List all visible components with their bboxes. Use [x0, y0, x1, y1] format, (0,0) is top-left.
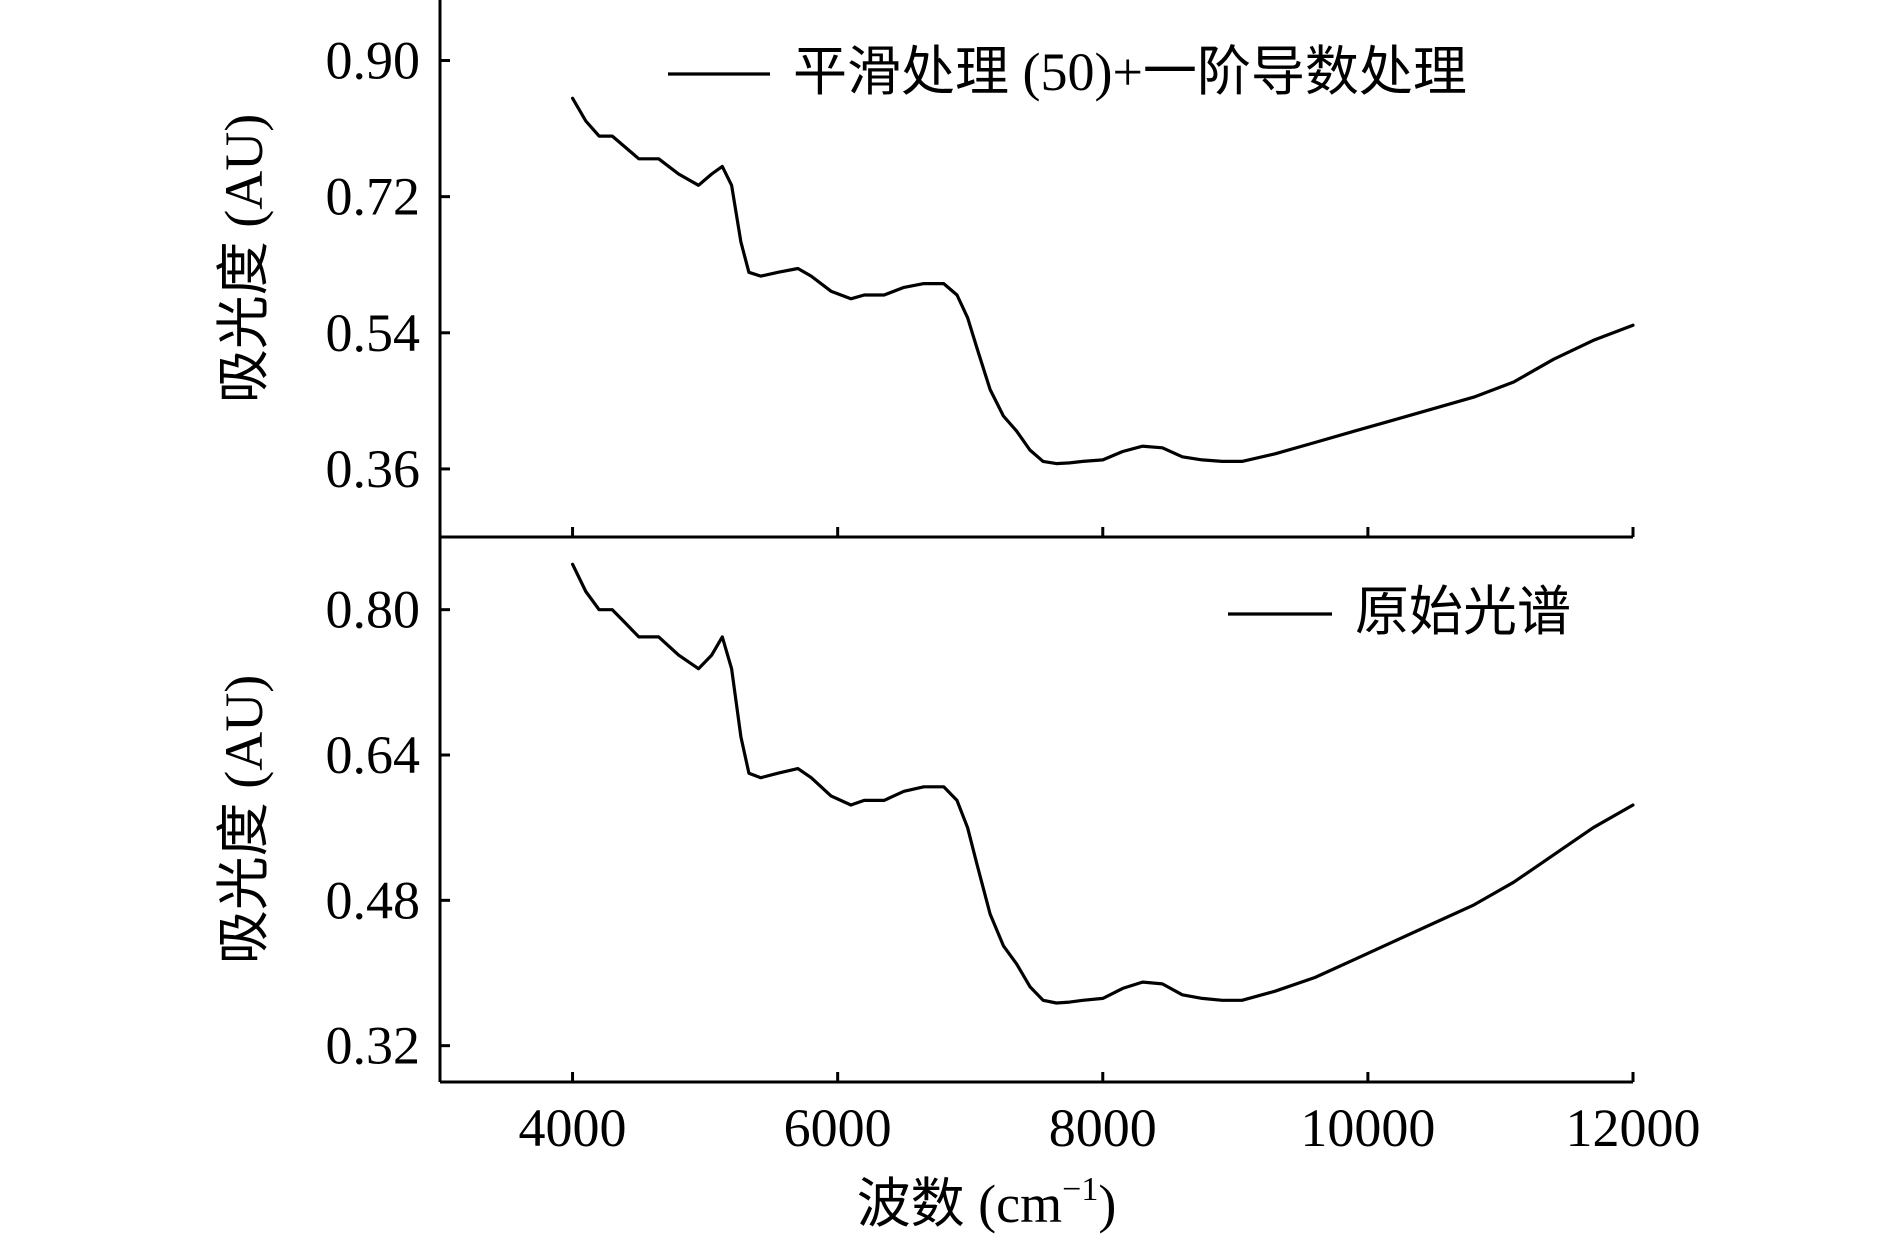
- legend-label: 平滑处理 (50)+一阶导数处理: [793, 42, 1467, 102]
- y-tick-label: 0.54: [326, 303, 421, 363]
- series-line: [570, 96, 1635, 466]
- x-tick-label: 6000: [784, 1098, 892, 1158]
- x-tick-label: 10000: [1300, 1098, 1435, 1158]
- y-axis-title: 吸光度 (AU): [214, 114, 274, 403]
- x-tick-label: 8000: [1049, 1098, 1157, 1158]
- y-tick-label: 0.80: [326, 580, 421, 640]
- legend-label: 原始光谱: [1355, 582, 1571, 642]
- y-tick-label: 0.72: [326, 167, 421, 227]
- x-tick-label: 4000: [519, 1098, 627, 1158]
- y-tick-label: 0.48: [326, 870, 421, 930]
- x-axis-title: 波数 (cm−1): [857, 1171, 1117, 1234]
- bottom-panel: 0.32 0.48 0.64 0.80 4000 6000 8000 10000 12000 吸光…: [214, 537, 1701, 1234]
- y-tick-label: 0.90: [326, 31, 421, 91]
- top-panel: 0.36 0.54 0.72 0.90 吸光度 (AU) 平滑处理 (50)+一阶导数处理: [214, 0, 1635, 539]
- y-tick-label: 0.64: [326, 725, 421, 785]
- y-tick-label: 0.36: [326, 439, 421, 499]
- y-axis-title: 吸光度 (AU): [214, 675, 274, 964]
- x-tick-label: 12000: [1566, 1098, 1701, 1158]
- series-line: [570, 562, 1635, 1005]
- y-tick-label: 0.32: [326, 1016, 421, 1076]
